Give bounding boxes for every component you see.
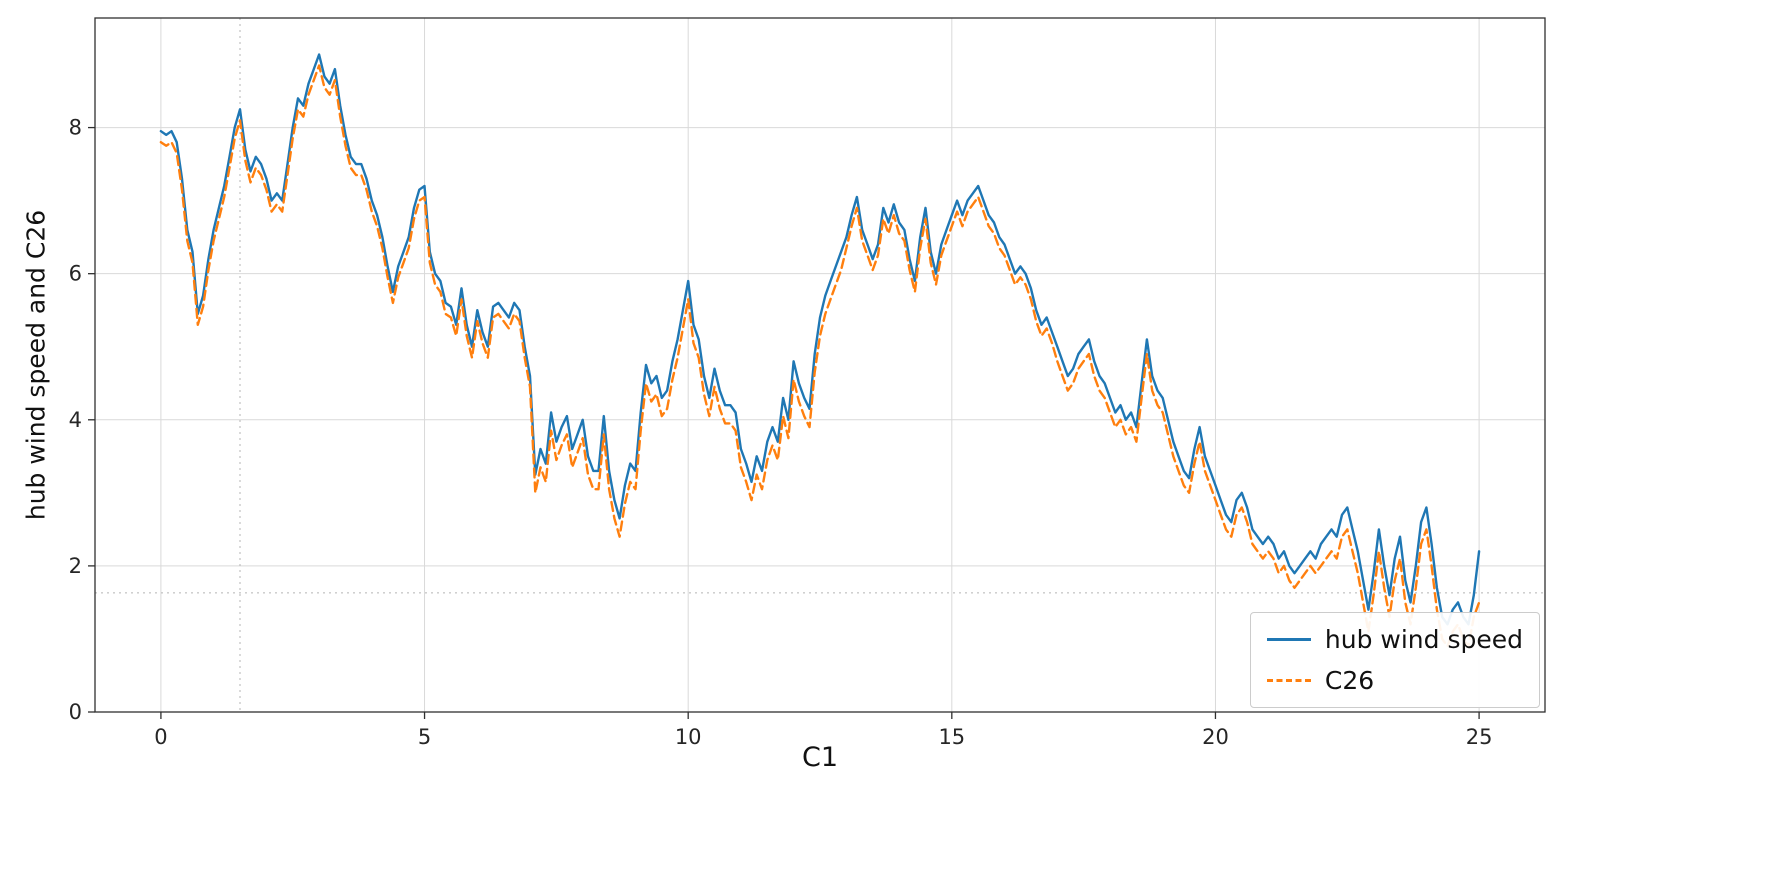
svg-text:6: 6	[69, 262, 82, 286]
svg-text:10: 10	[675, 725, 702, 749]
y-axis-label: hub wind speed and C26	[21, 209, 51, 521]
svg-text:0: 0	[154, 725, 167, 749]
legend-line-sample-dashed	[1266, 679, 1311, 682]
svg-text:4: 4	[69, 408, 82, 432]
legend-label-c26: C26	[1324, 666, 1375, 695]
legend-line-sample-solid	[1266, 638, 1311, 641]
svg-text:15: 15	[938, 725, 965, 749]
legend-item-c26: C26	[1266, 666, 1523, 695]
svg-text:0: 0	[69, 700, 82, 724]
svg-text:20: 20	[1202, 725, 1229, 749]
legend: hub wind speed C26	[1249, 612, 1540, 708]
svg-text:8: 8	[69, 116, 82, 140]
svg-text:5: 5	[418, 725, 431, 749]
x-axis-label: C1	[801, 742, 839, 773]
svg-text:2: 2	[69, 554, 82, 578]
legend-label-hub-wind-speed: hub wind speed	[1324, 625, 1523, 654]
legend-item-hub-wind-speed: hub wind speed	[1266, 625, 1523, 654]
svg-text:25: 25	[1466, 725, 1493, 749]
